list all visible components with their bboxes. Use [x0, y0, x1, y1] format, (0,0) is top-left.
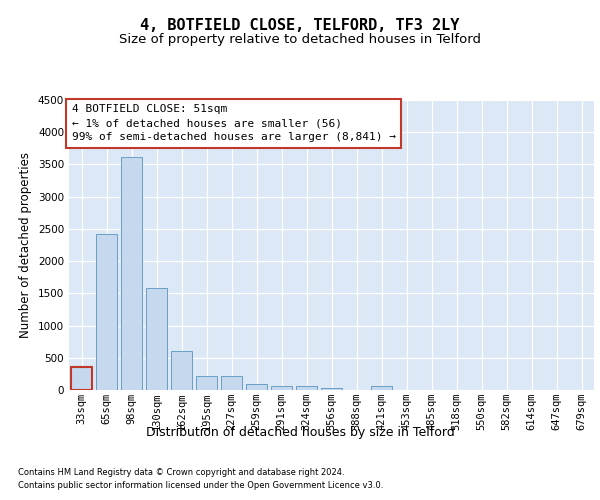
Y-axis label: Number of detached properties: Number of detached properties — [19, 152, 32, 338]
Text: Contains HM Land Registry data © Crown copyright and database right 2024.: Contains HM Land Registry data © Crown c… — [18, 468, 344, 477]
Bar — [371, 386, 392, 390]
Text: 4, BOTFIELD CLOSE, TELFORD, TF3 2LY: 4, BOTFIELD CLOSE, TELFORD, TF3 2LY — [140, 18, 460, 32]
Text: 4 BOTFIELD CLOSE: 51sqm
← 1% of detached houses are smaller (56)
99% of semi-det: 4 BOTFIELD CLOSE: 51sqm ← 1% of detached… — [71, 104, 395, 142]
Bar — [246, 384, 267, 390]
Text: Distribution of detached houses by size in Telford: Distribution of detached houses by size … — [146, 426, 454, 439]
Bar — [296, 386, 317, 390]
Bar — [96, 234, 117, 390]
Bar — [221, 376, 242, 390]
Bar — [321, 388, 342, 390]
Text: Contains public sector information licensed under the Open Government Licence v3: Contains public sector information licen… — [18, 480, 383, 490]
Bar — [146, 288, 167, 390]
Bar — [196, 376, 217, 390]
Bar — [71, 368, 92, 390]
Bar — [171, 352, 192, 390]
Text: Size of property relative to detached houses in Telford: Size of property relative to detached ho… — [119, 32, 481, 46]
Bar — [271, 386, 292, 390]
Bar — [121, 156, 142, 390]
